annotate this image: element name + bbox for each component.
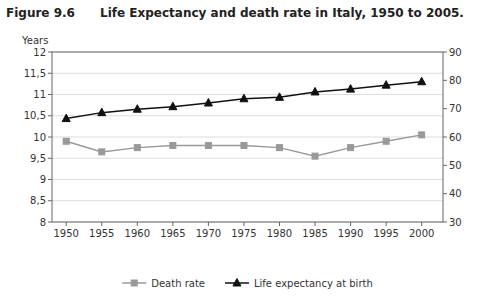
x-tick [350, 222, 351, 226]
point [62, 114, 70, 122]
y-tick-label: 11 [33, 89, 46, 100]
x-tick-label: 1960 [125, 228, 150, 239]
point [382, 81, 390, 89]
point [241, 143, 247, 149]
y2-tick [443, 222, 447, 223]
y-tick-label: 10,5 [24, 110, 46, 121]
y2-tick-label: 60 [449, 132, 462, 143]
x-tick-label: 1980 [267, 228, 292, 239]
legend-label: Death rate [151, 278, 205, 289]
y2-tick-label: 90 [449, 47, 462, 58]
y2-tick-label: 30 [449, 217, 462, 228]
legend-item: Death rate [122, 278, 205, 289]
point [419, 132, 425, 138]
y2-tick-label: 70 [449, 103, 462, 114]
x-tick-label: 1995 [373, 228, 398, 239]
y2-tick-label: 80 [449, 75, 462, 86]
series-line [66, 82, 421, 119]
point [133, 105, 141, 113]
y-tick [48, 115, 52, 116]
chart: Figure 9.6 Life Expectancy and death rat… [0, 0, 495, 299]
legend-marker [233, 279, 241, 287]
y2-tick [443, 165, 447, 166]
y-tick-label: 11,5 [24, 68, 46, 79]
x-tick-label: 1985 [302, 228, 327, 239]
y2-tick-label: 50 [449, 160, 462, 171]
y-tick-label: 9 [40, 174, 46, 185]
y-tick [48, 179, 52, 180]
grid-line [52, 179, 443, 180]
x-tick [172, 222, 173, 226]
grid-line [52, 200, 443, 201]
x-tick-label: 1990 [338, 228, 363, 239]
x-tick-label: 1970 [196, 228, 221, 239]
point [312, 153, 318, 159]
x-tick-label: 1955 [89, 228, 114, 239]
grid-line [52, 158, 443, 159]
x-tick [243, 222, 244, 226]
plot-frame [52, 52, 443, 222]
x-tick [279, 222, 280, 226]
y-tick [48, 94, 52, 95]
point [63, 138, 69, 144]
y2-tick [443, 108, 447, 109]
grid-line [52, 94, 443, 95]
y-tick-label: 8 [40, 217, 46, 228]
legend: Death rate Life expectancy at birth [122, 278, 373, 289]
legend-item: Life expectancy at birth [225, 278, 373, 289]
x-tick-label: 2000 [409, 228, 434, 239]
x-tick [137, 222, 138, 226]
y-tick [48, 158, 52, 159]
point [99, 149, 105, 155]
y-tick [48, 52, 52, 53]
x-tick [208, 222, 209, 226]
x-tick-label: 1975 [231, 228, 256, 239]
y2-tick [443, 193, 447, 194]
y-tick [48, 73, 52, 74]
legend-label: Life expectancy at birth [254, 278, 373, 289]
x-tick [421, 222, 422, 226]
x-tick [66, 222, 67, 226]
point [276, 145, 282, 151]
x-tick-label: 1965 [160, 228, 185, 239]
x-tick [101, 222, 102, 226]
data-layer [62, 77, 425, 159]
point [204, 99, 212, 107]
y-tick-label: 12 [33, 47, 46, 58]
point [275, 93, 283, 101]
x-tick [315, 222, 316, 226]
y2-tick [443, 137, 447, 138]
y-tick [48, 222, 52, 223]
legend-marker [131, 280, 137, 286]
series-line [66, 135, 421, 156]
grid-line [52, 115, 443, 116]
point [240, 94, 248, 102]
grid-line [52, 137, 443, 138]
point [383, 138, 389, 144]
point [347, 85, 355, 93]
point [418, 77, 426, 85]
point [170, 143, 176, 149]
x-tick-label: 1950 [53, 228, 78, 239]
y-axis-label: Years [21, 35, 48, 46]
y2-tick [443, 80, 447, 81]
point [205, 143, 211, 149]
y2-tick [443, 52, 447, 53]
grid-line [52, 73, 443, 74]
point [348, 145, 354, 151]
y-tick [48, 137, 52, 138]
point [311, 87, 319, 95]
y-tick-label: 8,5 [30, 195, 46, 206]
y-tick-label: 10 [33, 132, 46, 143]
point [98, 108, 106, 116]
point [169, 102, 177, 110]
x-tick [386, 222, 387, 226]
point [134, 145, 140, 151]
y2-tick-label: 40 [449, 188, 462, 199]
y-tick [48, 200, 52, 201]
title: Figure 9.6 Life Expectancy and death rat… [6, 6, 464, 20]
y-tick-label: 9,5 [30, 153, 46, 164]
